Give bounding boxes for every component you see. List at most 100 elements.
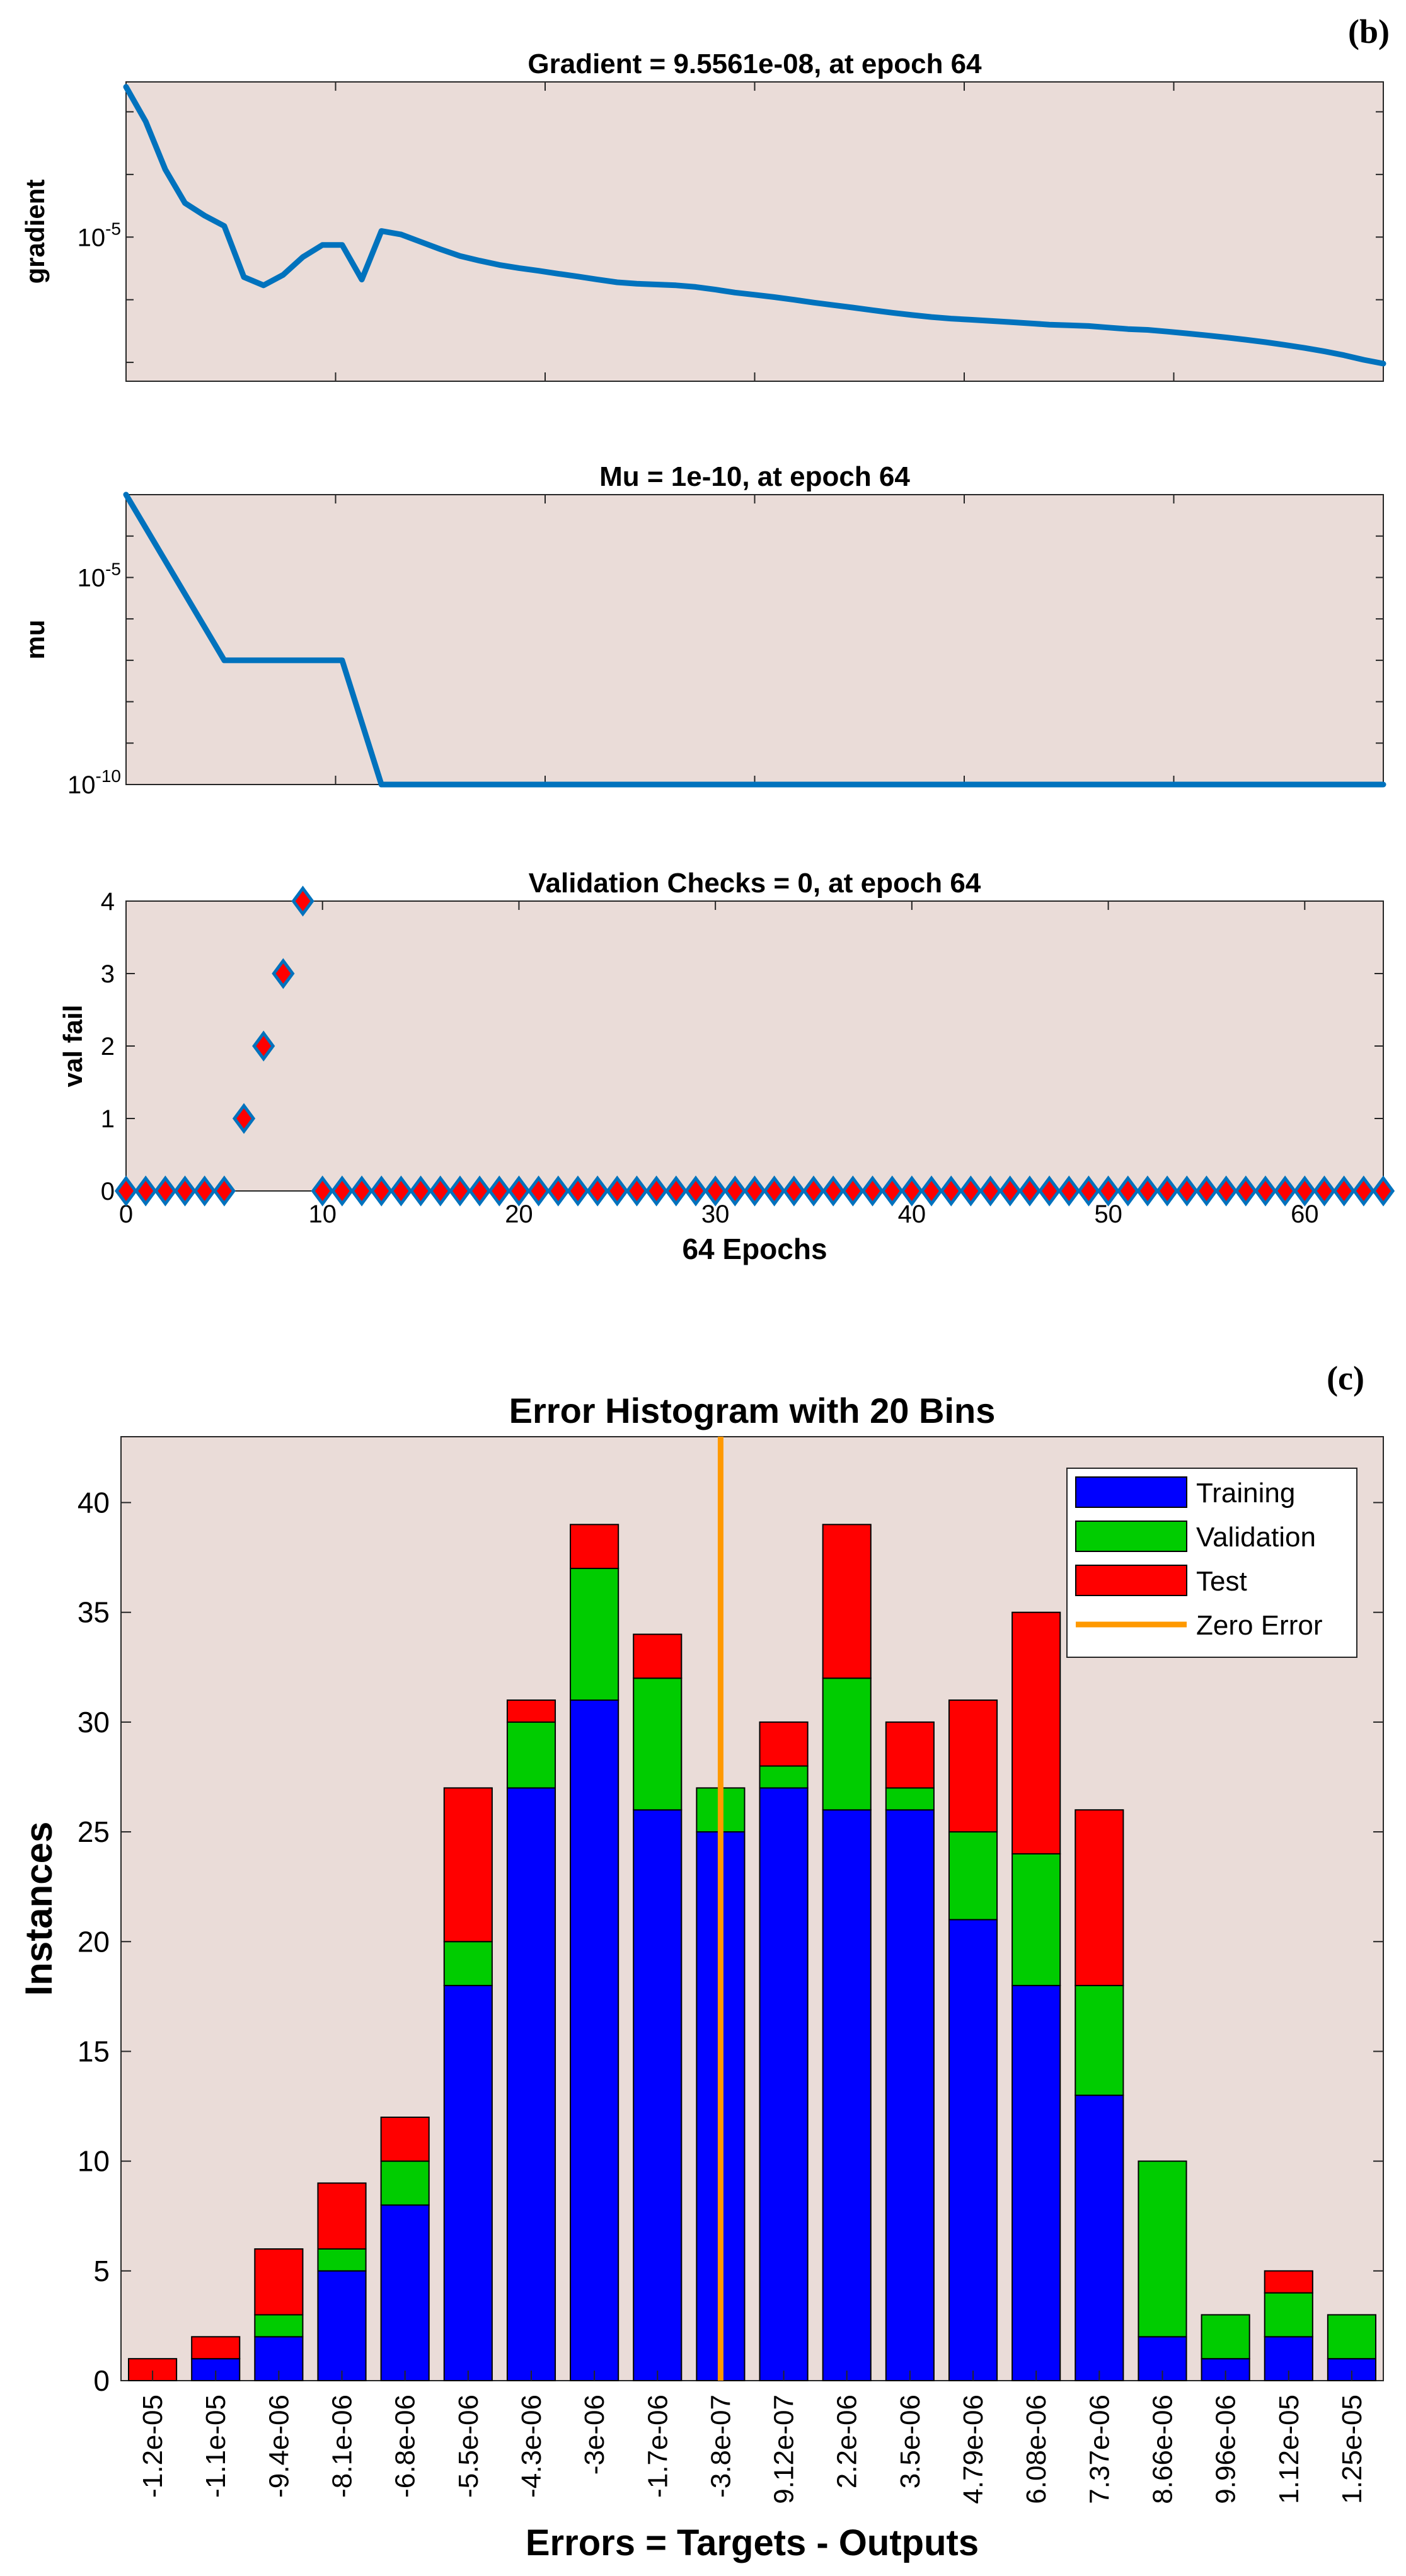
valfail-marker: [1371, 1175, 1395, 1207]
histogram-bar-validation: [759, 1765, 809, 1789]
valfail-marker: [114, 1175, 138, 1207]
histogram-bar-test: [948, 1699, 998, 1833]
histogram-bar-test: [885, 1721, 935, 1789]
mu-ylabel: mu: [20, 620, 50, 660]
histogram-bar-validation: [1264, 2292, 1313, 2338]
valfail-marker: [507, 1175, 531, 1207]
histogram-bar-test: [759, 1721, 809, 1767]
histogram-ylabel: Instances: [18, 1822, 60, 1996]
histogram-xtick-label: -5.5e-06: [453, 2395, 484, 2498]
histogram-bar-training: [317, 2270, 367, 2382]
histogram-bar-training: [885, 1809, 935, 2382]
valfail-marker: [1175, 1175, 1199, 1207]
histogram-bar-training: [1011, 1984, 1061, 2381]
mu-plot-area: [125, 494, 1384, 785]
histogram-xtick-label: -3.8e-07: [705, 2395, 736, 2498]
histogram-bar-training: [822, 1809, 872, 2382]
histogram-xtick-label: -8.1e-06: [327, 2395, 358, 2498]
valfail-marker: [1274, 1175, 1297, 1207]
valfail-ytick-label: 0: [101, 1178, 115, 1205]
valfail-marker: [802, 1175, 826, 1207]
valfail-marker: [154, 1175, 177, 1207]
valfail-xtick-label: 0: [119, 1200, 133, 1228]
histogram-ytick-label: 10: [78, 2145, 110, 2178]
histogram-bar-validation: [254, 2314, 304, 2338]
legend-swatch-validation: [1075, 1521, 1187, 1552]
valfail-marker: [134, 1175, 158, 1207]
valfail-marker: [1234, 1175, 1257, 1207]
histogram-bar-validation: [822, 1677, 872, 1811]
histogram-bar-training: [759, 1787, 809, 2381]
valfail-marker: [782, 1175, 805, 1207]
histogram-bar-training: [506, 1787, 556, 2381]
valfail-marker: [940, 1175, 963, 1207]
histogram-bar-validation: [948, 1831, 998, 1921]
valfail-marker: [606, 1175, 629, 1207]
valfail-marker: [841, 1175, 865, 1207]
histogram-bar-training: [570, 1699, 619, 2382]
valfail-marker: [1155, 1175, 1179, 1207]
valfail-marker: [822, 1175, 845, 1207]
histogram-ytick-label: 0: [93, 2364, 110, 2397]
histogram-bar-test: [633, 1633, 683, 1679]
histogram-xtick-label: 1.12e-05: [1274, 2395, 1305, 2504]
valfail-marker: [919, 1175, 943, 1207]
legend-label-validation: Validation: [1196, 1522, 1316, 1553]
valfail-plot-area: [125, 900, 1384, 1192]
valfail-ytick-label: 3: [101, 960, 115, 988]
histogram-bar-validation: [1201, 2314, 1250, 2360]
histogram-xtick-label: 9.96e-06: [1211, 2395, 1242, 2504]
histogram-xtick-label: 2.2e-06: [832, 2395, 863, 2488]
valfail-marker: [173, 1175, 197, 1207]
histogram-xtick-label: -1.2e-05: [137, 2395, 168, 2498]
histogram-xtick-label: 9.12e-07: [769, 2395, 800, 2504]
valfail-marker: [448, 1175, 472, 1207]
histogram-ytick-label: 5: [93, 2255, 110, 2287]
valfail-marker: [232, 1103, 256, 1134]
histogram-xtick-label: -6.8e-06: [390, 2395, 421, 2498]
valfail-ytick-label: 2: [101, 1033, 115, 1061]
legend-swatch-training: [1075, 1476, 1187, 1508]
histogram-bar-test: [254, 2248, 304, 2316]
histogram-ytick-label: 40: [78, 1486, 110, 1519]
histogram-xtick-label: -1.1e-05: [200, 2395, 231, 2498]
valfail-marker: [1352, 1175, 1375, 1207]
histogram-bar-validation: [1138, 2160, 1187, 2338]
histogram-bar-test: [506, 1699, 556, 1723]
valfail-marker: [1037, 1175, 1061, 1207]
valfail-marker: [212, 1175, 236, 1207]
histogram-xtick-label: 4.79e-06: [958, 2395, 989, 2504]
mu-ytick-label: 10-5: [78, 559, 121, 592]
valfail-marker: [488, 1175, 511, 1207]
valfail-marker: [1214, 1175, 1238, 1207]
histogram-xtick-label: 7.37e-06: [1084, 2395, 1115, 2504]
valfail-marker: [1116, 1175, 1139, 1207]
histogram-bar-test: [1075, 1809, 1124, 1986]
histogram-bar-validation: [570, 1568, 619, 1701]
histogram-ytick-label: 30: [78, 1706, 110, 1739]
histogram-bar-test: [380, 2116, 430, 2162]
valfail-marker: [1293, 1175, 1317, 1207]
valfail-marker: [1136, 1175, 1160, 1207]
histogram-bar-training: [1075, 2095, 1124, 2381]
valfail-xlabel: 64 Epochs: [682, 1233, 827, 1265]
histogram-bar-validation: [317, 2248, 367, 2272]
valfail-marker: [468, 1175, 492, 1207]
histogram-xtick-label: 6.08e-06: [1021, 2395, 1052, 2504]
valfail-ytick-label: 1: [101, 1105, 115, 1133]
histogram-bar-test: [191, 2336, 241, 2360]
valfail-marker: [193, 1175, 216, 1207]
valfail-marker: [900, 1175, 923, 1207]
valfail-marker: [998, 1175, 1022, 1207]
histogram-bar-test: [822, 1524, 872, 1679]
histogram-bar-validation: [1075, 1984, 1124, 2096]
histogram-xtick-label: 8.66e-06: [1147, 2395, 1178, 2504]
gradient-line: [123, 84, 1386, 367]
histogram-ytick-label: 15: [78, 2035, 110, 2067]
valfail-marker: [645, 1175, 668, 1207]
legend-label-training: Training: [1196, 1478, 1295, 1509]
gradient-ylabel: gradient: [20, 180, 50, 284]
histogram-xlabel: Errors = Targets - Outputs: [526, 2522, 979, 2563]
histogram-ytick-label: 20: [78, 1925, 110, 1958]
valfail-marker: [1253, 1175, 1277, 1207]
